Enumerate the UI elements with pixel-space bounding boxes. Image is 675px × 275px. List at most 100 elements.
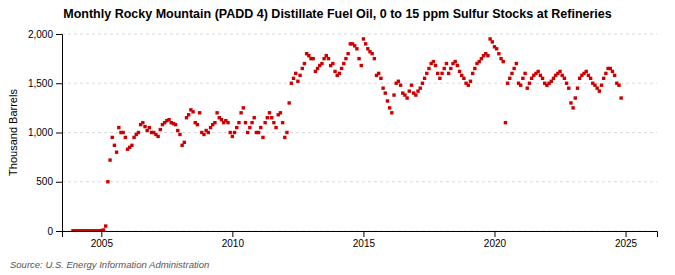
point [167,118,170,121]
point [141,121,144,124]
point [397,80,400,83]
point [405,96,408,99]
grid-line [62,34,657,35]
point [541,77,544,80]
axis-line [56,35,63,232]
point [495,47,498,50]
point [281,121,284,124]
point [104,224,107,227]
point [292,77,295,80]
point [386,99,389,102]
point [604,72,607,75]
point [519,84,522,87]
tick: 1,500 [28,78,62,89]
point [408,89,411,92]
point [486,54,489,57]
point [287,101,290,104]
point [410,84,413,87]
point [362,37,365,40]
point [117,126,120,129]
point [183,141,186,144]
point [176,129,179,132]
plot-area: 2005201020152020202505001,0001,5002,000 [28,29,658,249]
tick-mark [101,231,102,237]
point [364,42,367,45]
tick-label: 1,500 [28,78,53,89]
point [268,111,271,114]
tick: 2015 [353,231,376,249]
point [515,62,518,65]
point [552,77,555,80]
tick-mark [56,83,62,84]
point [578,77,581,80]
point [373,57,376,60]
point [419,86,422,89]
point [272,121,275,124]
point [213,121,216,124]
point [178,133,181,136]
tick-mark [56,231,62,232]
point [115,151,118,154]
tick: 2025 [615,231,638,249]
point [593,84,596,87]
points [71,37,623,231]
point [384,91,387,94]
point [499,57,502,60]
point [331,62,334,65]
point [595,86,598,89]
point [440,72,443,75]
point [436,72,439,75]
point [237,121,240,124]
point [148,126,151,129]
point [392,93,395,96]
point [253,116,256,119]
point [460,74,463,77]
point [445,62,448,65]
point [102,228,105,231]
point [220,118,223,121]
point [263,121,266,124]
point [344,57,347,60]
point [246,131,249,134]
point [576,86,579,89]
point [473,67,476,70]
point [508,77,511,80]
grid-line [62,181,657,182]
tick-mark [232,231,233,237]
point [569,101,572,104]
point [453,60,456,63]
point [340,67,343,70]
point [370,52,373,55]
tick-label: 2015 [353,238,376,249]
point [316,67,319,70]
tick-label: 0 [47,226,53,237]
point [320,62,323,65]
point [447,72,450,75]
point [270,116,273,119]
tick-label: 2010 [222,238,245,249]
point [432,60,435,63]
tick: 2020 [484,231,507,249]
point [301,67,304,70]
tick-mark [494,231,495,237]
point [598,89,601,92]
point [202,133,205,136]
point [438,77,441,80]
point [589,77,592,80]
point [377,72,380,75]
point [233,131,236,134]
tick: 2005 [91,231,114,249]
tick-mark [56,34,62,35]
y-axis-title: Thousand Barrels [7,89,19,176]
point [571,106,574,109]
tick-mark [363,231,364,237]
point [303,62,306,65]
point [242,106,245,109]
point [423,77,426,80]
point [617,84,620,87]
point [121,131,124,134]
point [279,111,282,114]
point [399,84,402,87]
point [322,57,325,60]
point [613,74,616,77]
